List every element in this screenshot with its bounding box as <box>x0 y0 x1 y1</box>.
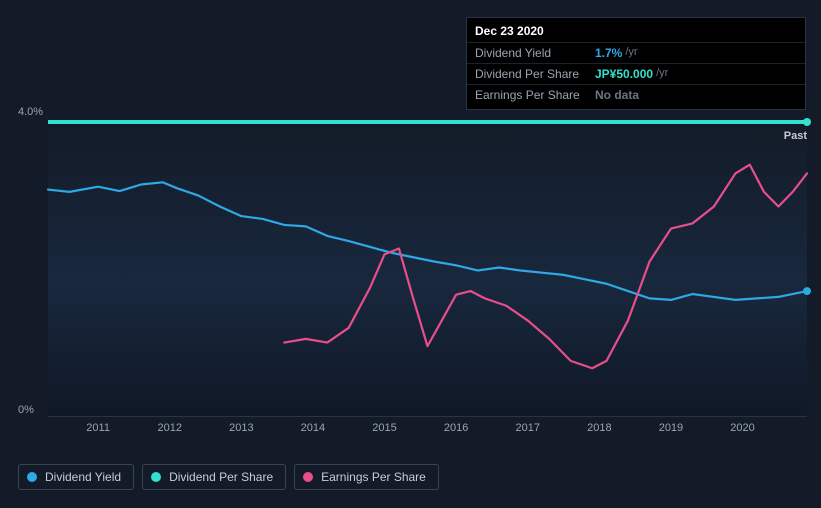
x-tick: 2018 <box>587 422 611 434</box>
legend-item[interactable]: Earnings Per Share <box>294 464 439 490</box>
tooltip-row-label: Dividend Yield <box>475 46 595 60</box>
dividend-chart: 4.0% 0% Past 201120122013201420152016201… <box>14 100 807 444</box>
y-tick-min: 0% <box>18 404 34 416</box>
tooltip-row: Dividend Per ShareJP¥50.000/yr <box>467 63 805 84</box>
plot-area[interactable]: Past <box>48 122 807 417</box>
x-tick: 2017 <box>515 422 539 434</box>
x-tick: 2014 <box>301 422 325 434</box>
tooltip-row-label: Earnings Per Share <box>475 88 595 102</box>
legend-dot-icon <box>151 472 161 482</box>
x-tick: 2016 <box>444 422 468 434</box>
x-tick: 2011 <box>86 422 110 434</box>
tooltip-row: Earnings Per ShareNo data <box>467 84 805 105</box>
y-tick-max: 4.0% <box>18 106 43 118</box>
tooltip-row-label: Dividend Per Share <box>475 67 595 81</box>
tooltip-date: Dec 23 2020 <box>467 24 805 42</box>
series-line <box>284 165 807 369</box>
series-line <box>48 182 807 300</box>
past-label: Past <box>784 130 807 142</box>
tooltip-row-unit: /yr <box>625 46 637 60</box>
x-tick: 2020 <box>730 422 754 434</box>
x-tick: 2013 <box>229 422 253 434</box>
chart-legend: Dividend Yield Dividend Per Share Earnings… <box>18 464 439 490</box>
x-tick: 2012 <box>157 422 181 434</box>
tooltip-row-unit: /yr <box>656 67 668 81</box>
tooltip-row-value: JP¥50.000 <box>595 67 653 81</box>
tooltip-row-value: 1.7% <box>595 46 622 60</box>
dps-end-marker <box>803 118 811 126</box>
tooltip-row-value: No data <box>595 88 639 102</box>
legend-label: Dividend Per Share <box>169 470 273 484</box>
legend-item[interactable]: Dividend Per Share <box>142 464 286 490</box>
legend-dot-icon <box>27 472 37 482</box>
tooltip-row: Dividend Yield1.7%/yr <box>467 42 805 63</box>
chart-svg <box>48 122 807 416</box>
x-tick: 2019 <box>659 422 683 434</box>
x-tick: 2015 <box>372 422 396 434</box>
legend-label: Dividend Yield <box>45 470 121 484</box>
legend-item[interactable]: Dividend Yield <box>18 464 134 490</box>
data-tooltip: Dec 23 2020 Dividend Yield1.7%/yrDividen… <box>466 17 806 110</box>
yield-end-marker <box>803 287 811 295</box>
legend-label: Earnings Per Share <box>321 470 426 484</box>
x-axis-ticks: 2011 2012 2013 2014 2015 2016 2017 2018 2019 2020 <box>48 422 807 442</box>
legend-dot-icon <box>303 472 313 482</box>
